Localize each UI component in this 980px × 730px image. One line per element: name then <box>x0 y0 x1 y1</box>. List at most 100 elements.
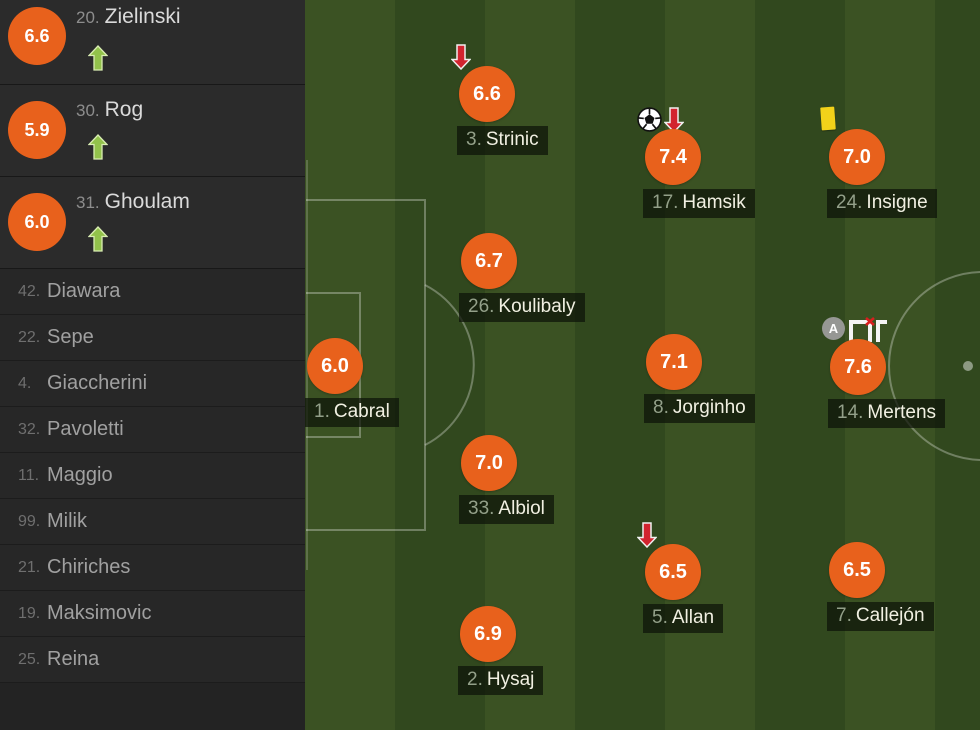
player-number: 7. <box>836 605 852 626</box>
player-name: Callejón <box>855 605 925 626</box>
player-number: 30. <box>76 101 100 120</box>
player-name: Pavoletti <box>47 418 124 440</box>
player-number: 99. <box>18 512 41 530</box>
sidebar-bench-row[interactable]: 42. Diawara <box>0 269 305 315</box>
player-name-label: 7. Callejón <box>827 602 934 631</box>
player-number: 1. <box>314 401 330 422</box>
bench-list: 42. Diawara 22. Sepe 4. Giaccherini 32. Pavolet… <box>0 269 305 683</box>
player-name-label: 8. Jorginho <box>644 394 755 423</box>
sidebar-bench-row[interactable]: 22. Sepe <box>0 315 305 361</box>
assist-icon: A <box>822 317 845 340</box>
player-name: Hysaj <box>486 669 535 690</box>
player-rating-badge: 6.6 <box>459 66 515 122</box>
player-event-icons <box>450 44 472 75</box>
substituted-on-list: 6.6 20. Zielinski 5.9 30. Rog 6.0 31. Ghoulam <box>0 0 305 269</box>
player-name: Maksimovic <box>47 602 152 624</box>
player-number: 25. <box>18 650 41 668</box>
player-rating-badge: 6.6 <box>8 7 66 65</box>
player-name-label: 1. Cabral <box>305 398 399 427</box>
player-name-label: 17. Hamsik <box>643 189 755 218</box>
player-name: Rog <box>104 98 144 121</box>
substituted-off-icon <box>663 107 685 138</box>
substituted-off-icon <box>636 522 658 553</box>
player-name: Koulibaly <box>498 296 576 317</box>
player-number: 19. <box>18 604 41 622</box>
substitutes-sidebar: 6.6 20. Zielinski 5.9 30. Rog 6.0 31. Ghoulam 42… <box>0 0 305 730</box>
player-name: Allan <box>671 607 715 628</box>
player-number: 42. <box>18 282 41 300</box>
player-name-label: 30. Rog <box>76 98 143 122</box>
player-event-icons: A <box>822 317 889 348</box>
player-name: Chiriches <box>47 556 131 578</box>
player-name: Milik <box>47 510 87 532</box>
player-name: Strinic <box>485 129 539 150</box>
player-number: 11. <box>18 466 40 484</box>
sidebar-sub-row[interactable]: 6.0 31. Ghoulam <box>0 177 305 269</box>
substituted-off-icon <box>450 44 472 75</box>
player-name: Sepe <box>47 326 94 348</box>
player-rating-badge: 6.0 <box>8 193 66 251</box>
player-rating-badge: 7.6 <box>830 339 886 395</box>
player-rating-badge: 6.5 <box>829 542 885 598</box>
player-rating-badge: 7.0 <box>829 129 885 185</box>
player-name: Insigne <box>866 192 928 213</box>
sidebar-sub-row[interactable]: 5.9 30. Rog <box>0 85 305 177</box>
goal-icon <box>637 107 662 137</box>
pitch: 6.0 1. Cabral 6.6 3. Strinic 6.7 26. Koulibaly 7.… <box>305 0 980 730</box>
player-name-label: 20. Zielinski <box>76 5 181 29</box>
sidebar-bench-row[interactable]: 99. Milik <box>0 499 305 545</box>
player-number: 21. <box>18 558 41 576</box>
sidebar-bench-row[interactable]: 11. Maggio <box>0 453 305 499</box>
sidebar-bench-row[interactable]: 21. Chiriches <box>0 545 305 591</box>
player-name-label: 24. Insigne <box>827 189 937 218</box>
player-number: 3. <box>466 129 482 150</box>
player-name: Albiol <box>498 498 545 519</box>
substituted-on-icon <box>87 45 109 71</box>
player-number: 5. <box>652 607 668 628</box>
player-number: 22. <box>18 328 41 346</box>
player-event-icons <box>820 106 836 131</box>
player-number: 24. <box>836 192 863 213</box>
player-number: 4. <box>18 374 32 392</box>
center-spot <box>963 361 973 371</box>
sidebar-bench-row[interactable]: 19. Maksimovic <box>0 591 305 637</box>
player-name-label: 31. Ghoulam <box>76 190 190 214</box>
player-rating-badge: 6.5 <box>645 544 701 600</box>
player-name: Mertens <box>867 402 937 423</box>
player-rating-badge: 5.9 <box>8 101 66 159</box>
sidebar-bench-row[interactable]: 4. Giaccherini <box>0 361 305 407</box>
player-name-label: 33. Albiol <box>459 495 554 524</box>
player-name-label: 5. Allan <box>643 604 724 633</box>
player-rating-badge: 7.1 <box>646 334 702 390</box>
player-event-icons <box>636 522 658 553</box>
player-number: 2. <box>467 669 483 690</box>
player-number: 8. <box>653 397 669 418</box>
player-name: Hamsik <box>682 192 746 213</box>
player-name-label: 14. Mertens <box>828 399 946 428</box>
sidebar-sub-row[interactable]: 6.6 20. Zielinski <box>0 0 305 85</box>
player-number: 14. <box>837 402 864 423</box>
player-name: Reina <box>47 648 100 670</box>
player-rating-badge: 7.4 <box>645 129 701 185</box>
player-rating-badge: 7.0 <box>461 435 517 491</box>
sidebar-bench-row[interactable]: 32. Pavoletti <box>0 407 305 453</box>
player-name-label: 26. Koulibaly <box>459 293 585 322</box>
sidebar-bench-row[interactable]: 25. Reina <box>0 637 305 683</box>
player-number: 26. <box>468 296 495 317</box>
player-name: Jorginho <box>672 397 746 418</box>
player-name: Giaccherini <box>47 372 148 394</box>
hit-woodwork-icon <box>847 317 889 348</box>
yellow-card-icon <box>820 106 836 131</box>
player-number: 17. <box>652 192 679 213</box>
player-number: 31. <box>76 193 100 212</box>
substituted-on-icon <box>87 226 109 252</box>
player-name-label: 2. Hysaj <box>458 666 544 695</box>
player-number: 32. <box>18 420 41 438</box>
player-name: Maggio <box>47 464 113 486</box>
player-event-icons <box>637 107 685 138</box>
player-name: Ghoulam <box>104 190 190 213</box>
player-rating-badge: 6.0 <box>307 338 363 394</box>
player-rating-badge: 6.9 <box>460 606 516 662</box>
substituted-on-icon <box>87 134 109 160</box>
player-number: 33. <box>468 498 495 519</box>
